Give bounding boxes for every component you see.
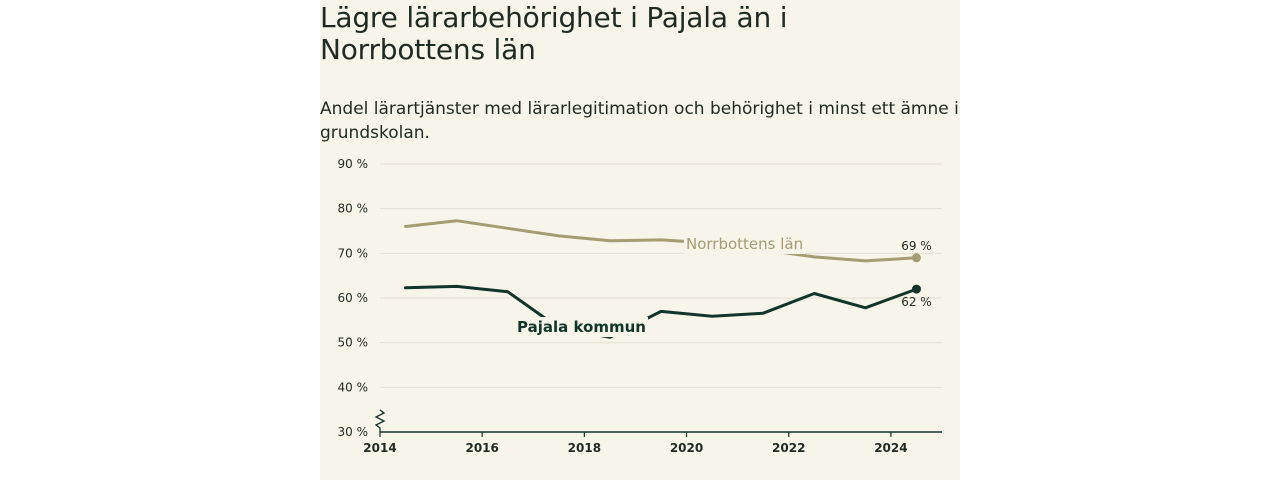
y-tick-label-80: 80 % [338, 202, 369, 216]
end-point-pajala [911, 284, 921, 294]
x-tick-label-2018: 2018 [568, 441, 601, 455]
x-tick-label-2020: 2020 [670, 441, 703, 455]
chart-title: Lägre lärarbehörighet i Pajala än i Norr… [320, 1, 788, 66]
y-tick-label-90: 90 % [338, 157, 369, 171]
end-label-pajala: 62 % [901, 295, 932, 309]
series-label-bg-pajala [515, 317, 648, 337]
x-tick-label-2022: 2022 [772, 441, 805, 455]
y-tick-label-50: 50 % [338, 336, 369, 350]
x-tick-label-2014: 2014 [363, 441, 396, 455]
y-tick-label-40: 40 % [338, 380, 369, 394]
y-tick-label-60: 60 % [338, 291, 369, 305]
series-line-norrbotten [404, 219, 918, 263]
end-label-norrbotten: 69 % [901, 239, 932, 253]
series-label-pajala: Pajala kommun [517, 318, 646, 336]
series-line-pajala [404, 284, 918, 339]
series-label-bg-norrbotten [684, 234, 806, 254]
axis-break-icon [374, 409, 386, 432]
x-tick-label-2024: 2024 [874, 441, 907, 455]
y-tick-label-30: 30 % [338, 425, 369, 439]
end-point-norrbotten [911, 253, 921, 263]
chart-subtitle: Andel lärartjänster med lärarlegitimatio… [320, 99, 959, 143]
x-tick-label-2016: 2016 [465, 441, 498, 455]
series-label-norrbotten: Norrbottens län [686, 235, 803, 253]
y-tick-label-70: 70 % [338, 246, 369, 260]
